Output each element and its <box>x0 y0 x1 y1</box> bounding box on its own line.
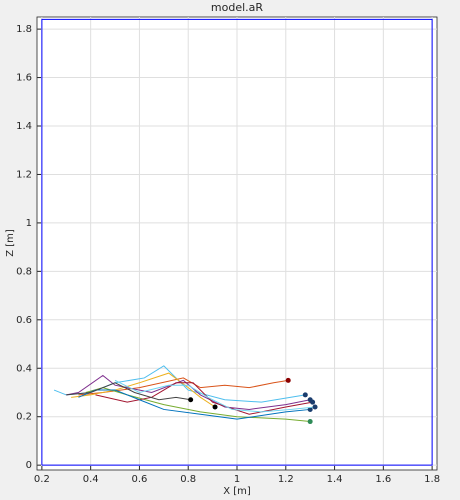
end-marker <box>307 406 313 412</box>
y-tick-label: 1.6 <box>16 73 32 84</box>
y-tick-label: 1 <box>26 218 32 229</box>
x-tick-label: 0.6 <box>131 474 147 485</box>
end-marker <box>212 404 218 410</box>
end-marker <box>285 377 291 383</box>
end-marker <box>188 397 194 403</box>
trajectory-line <box>114 379 316 413</box>
x-tick-label: 0.2 <box>34 474 50 485</box>
trajectory-line <box>71 372 216 408</box>
trajectory-line <box>66 374 311 410</box>
y-tick-label: 0.2 <box>16 412 32 423</box>
end-marker <box>302 392 308 398</box>
y-tick-label: 1.2 <box>16 169 32 180</box>
x-tick-label: 1.8 <box>424 474 440 485</box>
y-tick-label: 1.4 <box>16 121 32 132</box>
end-marker <box>307 419 313 425</box>
chart-title: model.aR <box>211 1 263 14</box>
y-tick-label: 0.8 <box>16 266 32 277</box>
trajectory-line <box>78 389 311 420</box>
trajectory-line <box>95 382 313 415</box>
x-axis-label: X [m] <box>223 486 251 497</box>
x-tick-label: 0.8 <box>180 474 196 485</box>
x-tick-label: 1 <box>234 474 240 485</box>
y-tick-label: 1.8 <box>16 24 32 35</box>
x-tick-label: 1.4 <box>327 474 343 485</box>
y-tick-label: 0.4 <box>16 363 32 374</box>
y-tick-label: 0 <box>26 460 32 471</box>
end-marker <box>310 399 316 405</box>
y-axis-label: Z [m] <box>5 229 16 257</box>
x-tick-label: 0.4 <box>83 474 99 485</box>
x-tick-label: 1.6 <box>375 474 391 485</box>
end-marker <box>312 404 318 410</box>
trajectory-line <box>85 387 311 423</box>
x-tick-label: 1.2 <box>278 474 294 485</box>
trajectory-line <box>41 18 433 466</box>
trajectory-line <box>66 382 191 401</box>
y-tick-label: 0.6 <box>16 315 32 326</box>
